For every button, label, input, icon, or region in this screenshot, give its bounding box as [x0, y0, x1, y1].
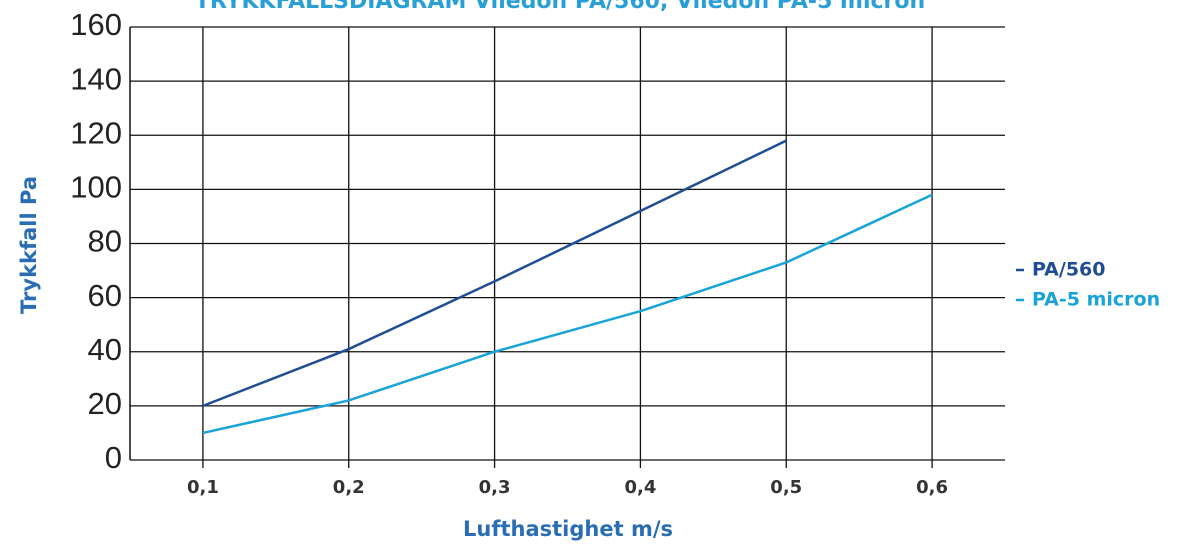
y-tick-label: 20 [88, 386, 122, 421]
x-tick-label: 0,1 [187, 477, 219, 498]
y-tick-label: 160 [70, 7, 122, 42]
y-tick-label: 100 [70, 170, 122, 205]
x-tick-label: 0,3 [479, 477, 511, 498]
x-tick-label: 0,5 [770, 477, 802, 498]
legend-label: PA/560 [1032, 259, 1106, 281]
series-line [203, 195, 932, 433]
y-tick-label: 140 [70, 61, 122, 96]
x-axis-label: Lufthastighet m/s [463, 517, 673, 541]
legend-label: PA-5 micron [1032, 289, 1160, 311]
y-tick-label: 40 [88, 332, 122, 367]
y-tick-label: 80 [88, 224, 122, 259]
x-tick-label: 0,2 [333, 477, 365, 498]
x-tick-label: 0,4 [624, 477, 656, 498]
chart-title: TRYKKFALLSDIAGRAM Viledon PA/560, Viledo… [195, 0, 925, 14]
x-tick-label: 0,6 [916, 477, 948, 498]
y-tick-label: 0 [105, 440, 122, 475]
y-tick-label: 60 [88, 278, 122, 313]
y-tick-label: 120 [70, 115, 122, 150]
chart: TRYKKFALLSDIAGRAM Viledon PA/560, Viledo… [0, 0, 1189, 545]
y-axis-label: Trykkfall Pa [17, 176, 41, 314]
